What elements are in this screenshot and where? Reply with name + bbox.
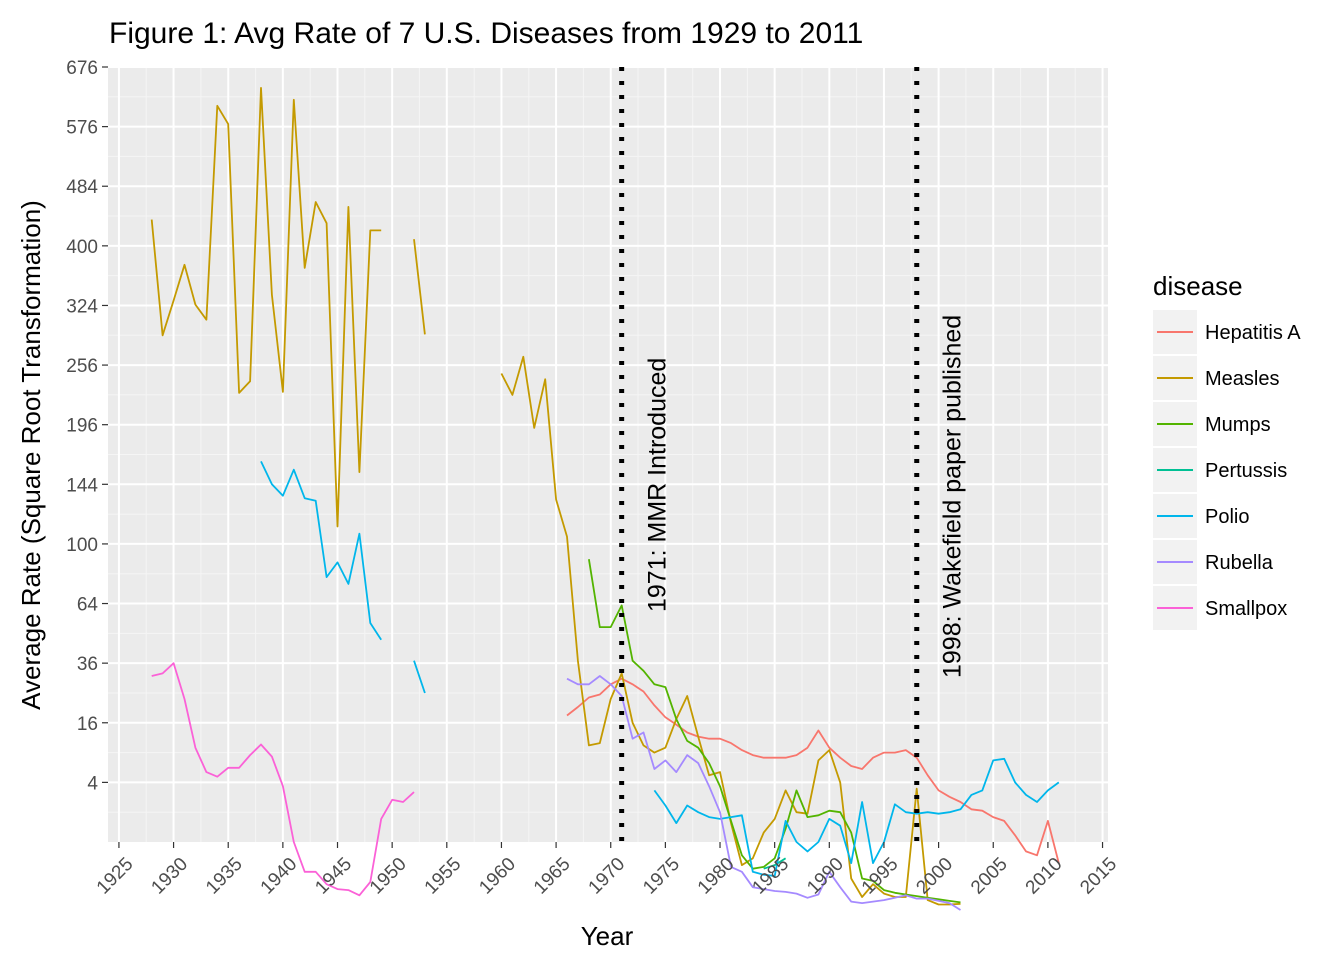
x-tick-label: 1990 [803, 854, 848, 899]
series-line-pertussis [763, 857, 787, 870]
x-tick-label: 1975 [639, 854, 684, 899]
x-axis-title: Year [581, 921, 634, 951]
series-line-smallpox [151, 662, 415, 897]
x-tick-label: 1965 [530, 854, 575, 899]
legend-label: Polio [1205, 506, 1249, 528]
x-tick-label: 2015 [1076, 854, 1121, 899]
series-line-measles [150, 87, 382, 528]
x-tick-label: 1945 [311, 854, 356, 899]
y-tick-label: 64 [77, 595, 99, 616]
legend-label: Rubella [1205, 552, 1274, 574]
y-tick-label: 400 [66, 237, 98, 258]
y-tick-label: 256 [66, 356, 98, 377]
x-tick-label: 2005 [967, 854, 1012, 899]
series-line-polio [260, 461, 382, 641]
x-tick-label: 2000 [912, 854, 957, 899]
x-tick-label: 1995 [858, 854, 903, 899]
y-tick-label: 144 [66, 475, 98, 496]
series-line-polio [413, 660, 426, 694]
y-tick-label: 576 [66, 118, 98, 139]
y-tick-label: 4 [87, 773, 98, 794]
series-line-rubella [566, 675, 961, 911]
x-tick-label: 1960 [475, 854, 520, 899]
y-tick-label: 196 [66, 416, 98, 437]
x-tick-label: 1930 [147, 854, 192, 899]
legend-title: disease [1153, 271, 1243, 301]
series-line-mumps [588, 559, 961, 904]
legend-label: Mumps [1205, 414, 1271, 436]
legend: disease Hepatitis A Measles Mumps Pertussis… [1153, 271, 1301, 630]
annotation-label: 1971: MMR Introduced [644, 358, 672, 612]
series-line-measles [413, 239, 426, 335]
legend-label: Hepatitis A [1205, 322, 1301, 344]
x-tick-label: 2010 [1022, 854, 1067, 899]
y-tick-label: 36 [77, 654, 98, 675]
x-tick-label: 1935 [202, 854, 247, 899]
x-tick-label: 1925 [93, 854, 138, 899]
y-axis-title: Average Rate (Square Root Transformation… [16, 200, 46, 710]
x-tick-label: 1980 [694, 854, 739, 899]
x-tick-label: 1970 [585, 854, 630, 899]
chart-title: Figure 1: Avg Rate of 7 U.S. Diseases fr… [109, 17, 863, 50]
x-tick-label: 1950 [366, 854, 411, 899]
series-line-hepatitis-a [566, 677, 1060, 864]
x-tick-label: 1940 [257, 854, 302, 899]
y-tick-label: 324 [66, 296, 98, 317]
legend-label: Measles [1205, 368, 1279, 390]
y-tick-label: 484 [66, 177, 98, 198]
y-tick-label: 100 [66, 535, 98, 556]
annotation-label: 1998: Wakefield paper published [939, 315, 967, 678]
legend-label: Pertussis [1205, 460, 1287, 482]
x-tick-label: 1955 [421, 854, 466, 899]
y-tick-label: 16 [77, 714, 98, 735]
plot-area: 1971: MMR Introduced 1998: Wakefield pape… [108, 66, 1108, 911]
legend-label: Smallpox [1205, 598, 1287, 620]
y-tick-label: 676 [66, 58, 98, 79]
